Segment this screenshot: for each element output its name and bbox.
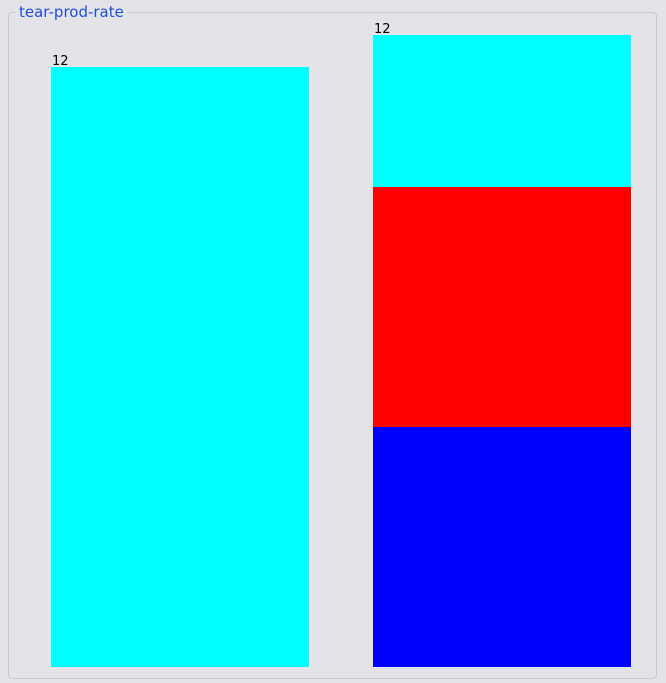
groupbox-frame xyxy=(8,12,657,679)
bar-2-total-label: 12 xyxy=(374,22,391,37)
bar-2-segment-1 xyxy=(373,427,631,667)
bar-2-segment-2 xyxy=(373,187,631,427)
bar-2-segment-3 xyxy=(373,35,631,187)
bar-1-segment-3 xyxy=(51,67,309,667)
groupbox-title: tear-prod-rate xyxy=(16,5,127,20)
bar-1-total-label: 12 xyxy=(52,54,69,69)
